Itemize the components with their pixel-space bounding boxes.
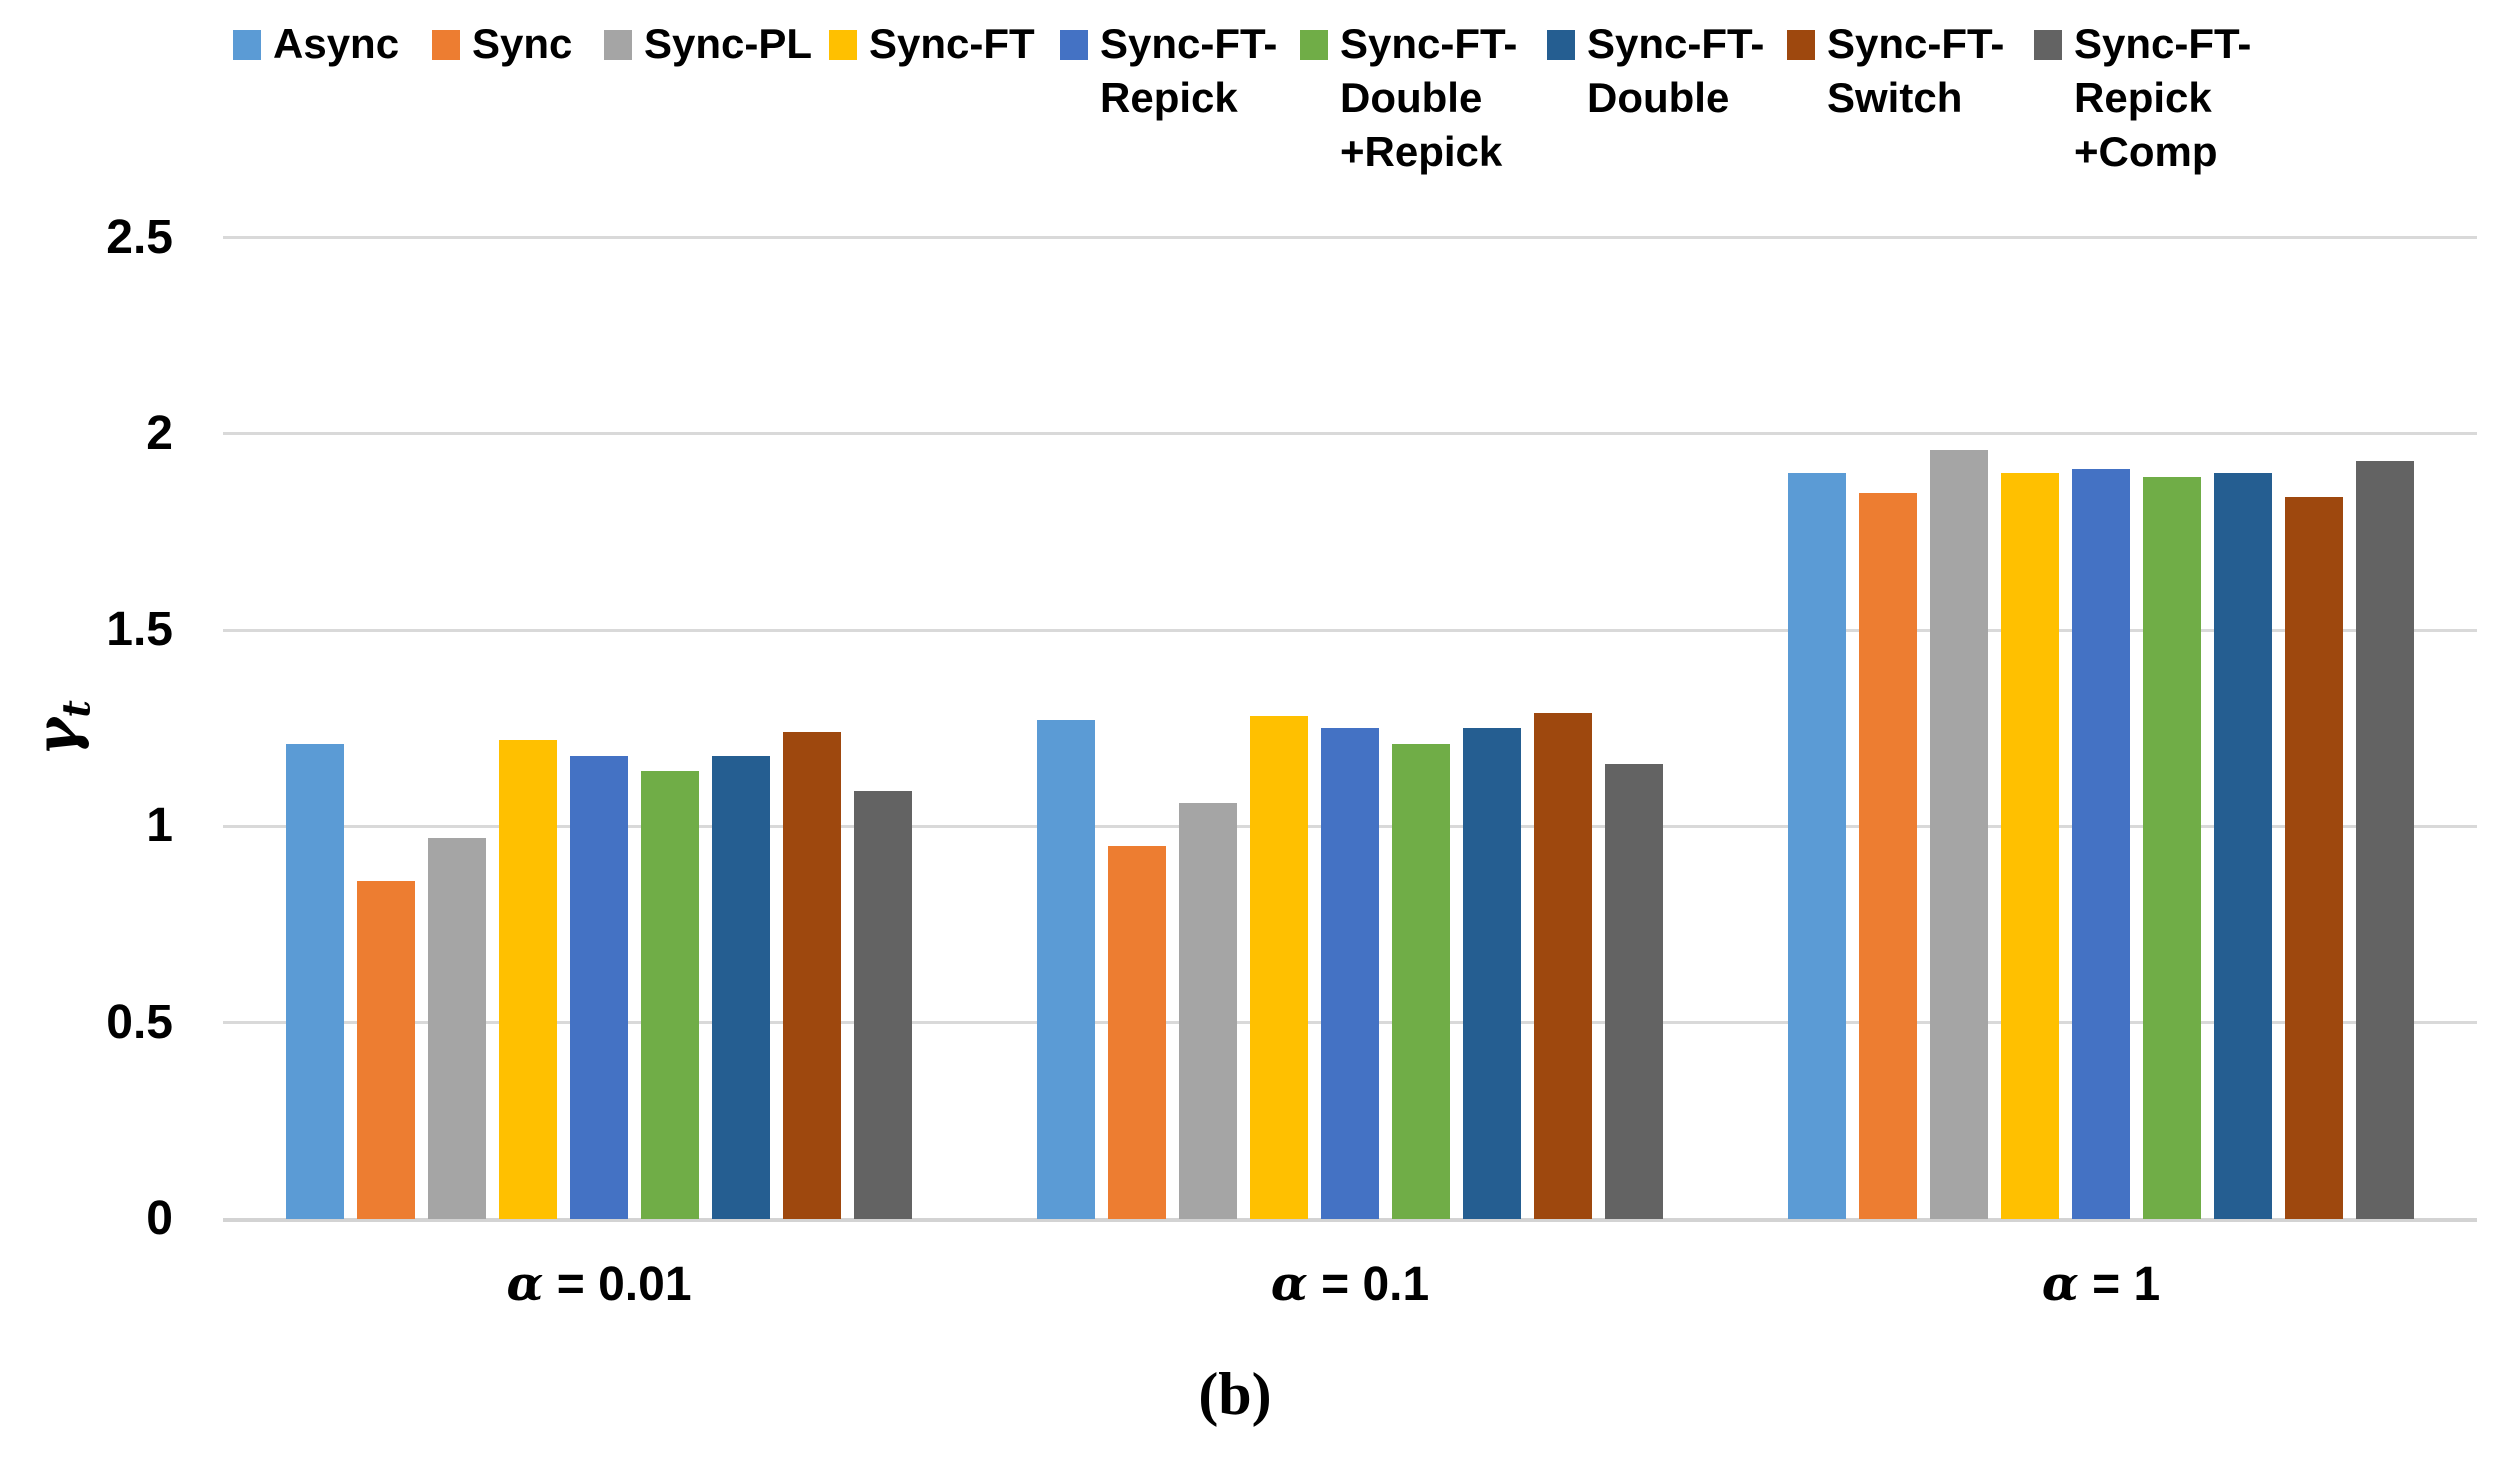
legend-label-line: +Repick <box>1340 128 1503 175</box>
x-category-label-1: α = 0.01 <box>349 1258 849 1312</box>
legend-label-async: Async <box>273 17 399 71</box>
bar-sync-ft-α=0.01 <box>499 740 557 1219</box>
bar-sync-ft-double+repick-α=1 <box>2143 476 2201 1219</box>
legend-label-sync-ft-switch: Sync-FT- Switch <box>1827 17 2004 125</box>
legend-label-sync-ft: Sync-FT <box>869 17 1035 71</box>
legend-label-line: Sync-FT <box>869 20 1035 67</box>
bar-sync-ft-α=1 <box>2001 473 2059 1219</box>
legend-label-sync-ft-repick+comp: Sync-FT- Repick +Comp <box>2074 17 2251 179</box>
legend-label-line: Switch <box>1827 74 1963 121</box>
legend-label-line: Sync-FT- <box>2074 20 2252 67</box>
bar-sync-pl-α=0.01 <box>428 838 486 1219</box>
figure-caption: (b) <box>1198 1361 1272 1427</box>
legend-label-line: Double <box>1587 74 1730 121</box>
legend-swatch-sync-ft-switch <box>1787 30 1815 60</box>
y-axis-title-subscript: t <box>53 700 99 718</box>
legend-label-sync-ft-repick: Sync-FT- Repick <box>1100 17 1277 125</box>
legend-label-line: Sync <box>472 20 573 67</box>
y-tick-label-2.5: 2.5 <box>106 210 173 264</box>
alpha-symbol: α <box>2041 1256 2079 1312</box>
bar-sync-ft-repick-α=0.1 <box>1321 728 1379 1219</box>
x-category-label-3: α = 1 <box>1851 1258 2351 1312</box>
legend-label-line: Sync-FT- <box>1100 20 1278 67</box>
x-category-label-value: = 1 <box>2078 1258 2161 1311</box>
legend-label-line: Async <box>273 20 400 67</box>
x-category-label-value: = 0.01 <box>543 1258 692 1311</box>
bar-sync-ft-switch-α=0.01 <box>783 732 841 1219</box>
bar-sync-ft-repick+comp-α=0.01 <box>854 791 912 1219</box>
bar-sync-pl-α=1 <box>1930 449 1988 1219</box>
bar-sync-ft-switch-α=1 <box>2285 496 2343 1219</box>
gridline-y-2.5 <box>223 236 2477 239</box>
legend-swatch-async <box>233 30 261 60</box>
legend-label-line: Sync-FT- <box>1340 20 1518 67</box>
legend-swatch-sync-ft-repick <box>1060 30 1088 60</box>
bar-sync-ft-repick-α=0.01 <box>570 755 628 1219</box>
legend-swatch-sync-ft-double+repick <box>1300 30 1328 60</box>
bar-sync-ft-switch-α=0.1 <box>1534 712 1592 1219</box>
y-tick-label-2: 2 <box>146 406 173 460</box>
bar-sync-ft-double+repick-α=0.1 <box>1392 743 1450 1219</box>
bar-sync-ft-repick+comp-α=0.1 <box>1605 763 1663 1219</box>
legend-swatch-sync <box>432 30 460 60</box>
legend-label-line: Sync-FT- <box>1587 20 1765 67</box>
bar-sync-ft-double-α=0.1 <box>1463 728 1521 1219</box>
bar-sync-pl-α=0.1 <box>1179 802 1237 1219</box>
gridline-y-1.5 <box>223 628 2477 632</box>
bar-sync-ft-double-α=0.01 <box>712 755 770 1219</box>
legend-swatch-sync-ft-repick+comp <box>2034 30 2062 60</box>
legend-label-sync: Sync <box>472 17 572 71</box>
bar-async-α=0.01 <box>286 743 344 1219</box>
bar-sync-α=1 <box>1859 492 1917 1219</box>
legend-label-line: Repick <box>1100 74 1238 121</box>
y-tick-label-1.5: 1.5 <box>106 603 173 657</box>
y-tick-label-1: 1 <box>146 799 173 853</box>
alpha-symbol: α <box>506 1256 544 1312</box>
legend-label-sync-pl: Sync-PL <box>644 17 812 71</box>
x-category-label-value: = 0.1 <box>1307 1258 1430 1311</box>
gridline-y-2.0 <box>223 432 2477 436</box>
legend-label-sync-ft-double+repick: Sync-FT- Double +Repick <box>1340 17 1517 179</box>
bar-sync-α=0.1 <box>1108 846 1166 1219</box>
legend-label-line: Repick <box>2074 74 2212 121</box>
y-axis-title: γt <box>23 618 99 838</box>
alpha-symbol: α <box>1270 1256 1308 1312</box>
legend-swatch-sync-ft-double <box>1547 30 1575 60</box>
y-axis-title-symbol: γ <box>23 717 91 756</box>
bar-sync-ft-double-α=1 <box>2214 473 2272 1219</box>
legend-swatch-sync-ft <box>829 30 857 60</box>
y-tick-label-0: 0 <box>146 1192 173 1245</box>
bar-sync-ft-double+repick-α=0.01 <box>641 771 699 1219</box>
legend-label-line: Sync-PL <box>644 20 813 67</box>
legend-swatch-sync-pl <box>604 30 632 60</box>
x-category-label-2: α = 0.1 <box>1100 1258 1600 1312</box>
bar-sync-α=0.01 <box>357 881 415 1219</box>
legend-label-line: Sync-FT- <box>1827 20 2005 67</box>
bar-async-α=1 <box>1788 473 1846 1219</box>
bar-sync-ft-α=0.1 <box>1250 716 1308 1219</box>
x-axis-line <box>223 1218 2477 1222</box>
bar-sync-ft-repick-α=1 <box>2072 469 2130 1219</box>
bar-async-α=0.1 <box>1037 720 1095 1219</box>
legend-label-line: +Comp <box>2074 128 2218 175</box>
legend-label-line: Double <box>1340 74 1483 121</box>
bar-sync-ft-repick+comp-α=1 <box>2356 461 2414 1219</box>
y-tick-label-0.5: 0.5 <box>106 995 173 1049</box>
legend-label-sync-ft-double: Sync-FT- Double <box>1587 17 1764 125</box>
